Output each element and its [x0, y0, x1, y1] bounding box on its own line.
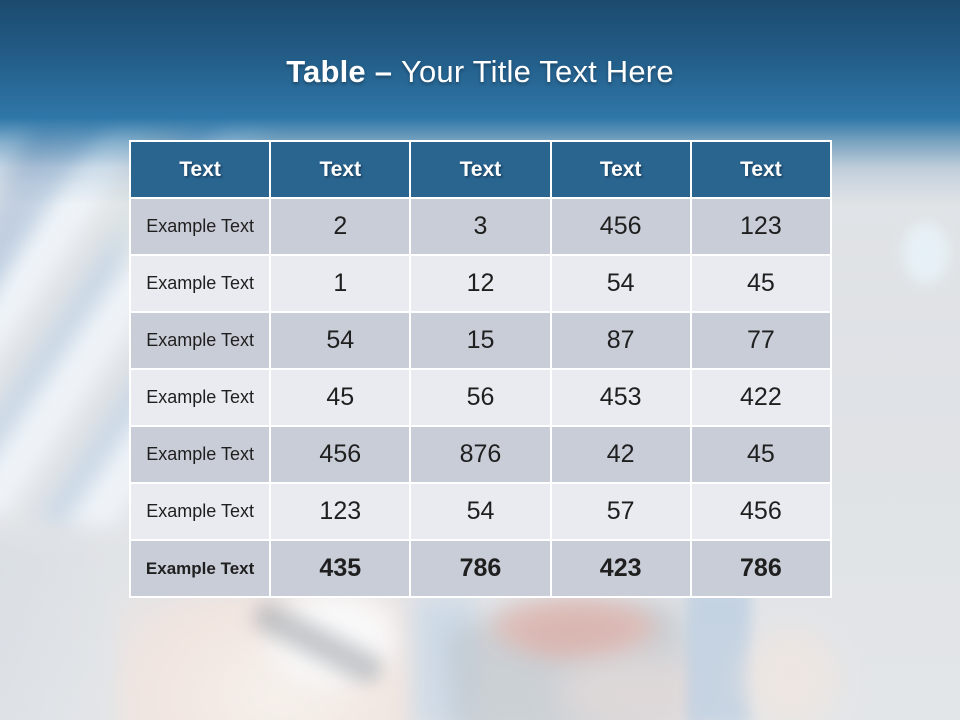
value-cell: 15 — [409, 311, 552, 370]
value-cell: 786 — [409, 539, 552, 598]
value-cell: 123 — [689, 197, 833, 256]
row-label: Example Text — [128, 482, 272, 541]
value-cell: 422 — [689, 368, 833, 427]
value-cell: 45 — [269, 368, 412, 427]
value-cell: 45 — [689, 425, 833, 484]
table-row: Example Text 435 786 423 786 — [128, 539, 833, 598]
value-cell: 3 — [409, 197, 552, 256]
value-cell: 57 — [549, 482, 692, 541]
value-cell: 786 — [689, 539, 833, 598]
row-label: Example Text — [128, 311, 272, 370]
value-cell: 456 — [269, 425, 412, 484]
header-cell: Text — [128, 140, 272, 199]
value-cell: 2 — [269, 197, 412, 256]
value-cell: 42 — [549, 425, 692, 484]
value-cell: 123 — [269, 482, 412, 541]
row-label: Example Text — [128, 197, 272, 256]
value-cell: 54 — [269, 311, 412, 370]
value-cell: 54 — [409, 482, 552, 541]
value-cell: 12 — [409, 254, 552, 313]
value-cell: 45 — [689, 254, 833, 313]
slide-title: Table – Your Title Text Here — [0, 54, 960, 90]
value-cell: 456 — [689, 482, 833, 541]
table-row: Example Text 123 54 57 456 — [128, 482, 833, 541]
header-cell: Text — [549, 140, 692, 199]
row-label: Example Text — [128, 368, 272, 427]
value-cell: 56 — [409, 368, 552, 427]
table-row: Example Text 54 15 87 77 — [128, 311, 833, 370]
header-cell: Text — [409, 140, 552, 199]
table-row: Example Text 1 12 54 45 — [128, 254, 833, 313]
header-row: Text Text Text Text Text — [128, 140, 833, 199]
header-cell: Text — [269, 140, 412, 199]
value-cell: 435 — [269, 539, 412, 598]
value-cell: 87 — [549, 311, 692, 370]
value-cell: 54 — [549, 254, 692, 313]
title-text: Your Title Text Here — [400, 54, 674, 89]
value-cell: 77 — [689, 311, 833, 370]
row-label: Example Text — [128, 425, 272, 484]
value-cell: 876 — [409, 425, 552, 484]
table-row: Example Text 2 3 456 123 — [128, 197, 833, 256]
value-cell: 453 — [549, 368, 692, 427]
value-cell: 1 — [269, 254, 412, 313]
row-label: Example Text — [128, 539, 272, 598]
value-cell: 456 — [549, 197, 692, 256]
value-cell: 423 — [549, 539, 692, 598]
title-keyword: Table — [286, 54, 366, 89]
table-body: Example Text 2 3 456 123 Example Text 1 12 54 45 E… — [128, 197, 833, 598]
table-header: Text Text Text Text Text — [128, 140, 833, 199]
title-dash: – — [365, 54, 401, 89]
row-label: Example Text — [128, 254, 272, 313]
header-cell: Text — [689, 140, 833, 199]
data-table: Text Text Text Text Text Example Text 2 3 456 12… — [128, 140, 833, 598]
table-row: Example Text 45 56 453 422 — [128, 368, 833, 427]
table-row: Example Text 456 876 42 45 — [128, 425, 833, 484]
